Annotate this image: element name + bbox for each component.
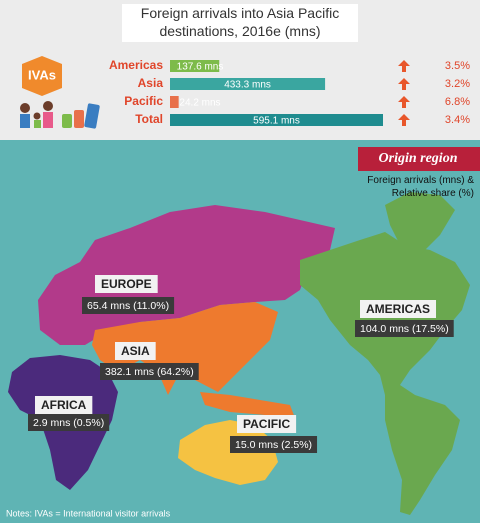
badge-shape xyxy=(22,56,62,96)
bar-label: 137.6 mns xyxy=(177,62,224,73)
growth: 3.4% xyxy=(445,114,470,126)
bar xyxy=(170,60,220,72)
region-asia xyxy=(92,302,278,395)
name-box xyxy=(237,415,297,433)
row-name: Pacific xyxy=(124,94,163,108)
up-arrow xyxy=(398,60,410,72)
region-value: 104.0 mns (17.5%) xyxy=(360,323,449,335)
region-name: AMERICAS xyxy=(366,302,430,316)
region-value: 65.4 mns (11.0%) xyxy=(87,300,169,312)
bar xyxy=(170,96,179,108)
growth: 3.5% xyxy=(445,60,470,72)
row-name: Asia xyxy=(138,76,164,90)
bar-label: 433.3 mns xyxy=(224,80,271,91)
name-box xyxy=(95,275,158,293)
region-name: EUROPE xyxy=(101,277,152,291)
growth: 6.8% xyxy=(445,96,470,108)
title: Foreign arrivals into Asia Pacific desti… xyxy=(122,4,358,42)
legend-banner xyxy=(358,147,480,171)
region-name: AFRICA xyxy=(41,398,87,412)
note: Notes: IVAs = International visitor arri… xyxy=(6,508,171,518)
legend-title: Origin region xyxy=(379,151,458,166)
region-greenland xyxy=(385,192,455,255)
legend-subtitle: Foreign arrivals (mns) & Relative share … xyxy=(367,175,474,199)
bar xyxy=(170,78,326,90)
region-label: EUROPE 65.4 mns (11.0%) xyxy=(82,275,175,314)
up-arrow xyxy=(398,114,410,126)
value-box xyxy=(28,414,110,431)
region-asia-islands xyxy=(200,392,295,418)
bar-label: 24.2 mns xyxy=(179,98,220,109)
region-value: 15.0 mns (2.5%) xyxy=(235,439,312,451)
people-icon xyxy=(20,101,100,129)
bar xyxy=(170,114,383,126)
row-name: Total xyxy=(135,112,163,126)
region-value: 382.1 mns (64.2%) xyxy=(105,366,194,378)
badge-text: IVAs xyxy=(28,67,56,82)
name-box xyxy=(115,342,156,360)
region-label: AMERICAS 104.0 mns (17.5%) xyxy=(355,300,454,337)
value-box xyxy=(355,320,454,337)
region-label: PACIFIC 15.0 mns (2.5%) xyxy=(230,415,318,453)
region-name: PACIFIC xyxy=(243,417,290,431)
value-box xyxy=(230,436,318,453)
region-name: ASIA xyxy=(121,344,150,358)
value-box xyxy=(100,363,199,380)
up-arrow xyxy=(398,96,410,108)
up-arrow xyxy=(398,78,410,90)
value-box xyxy=(82,297,175,314)
region-label: AFRICA 2.9 mns (0.5%) xyxy=(28,396,110,431)
name-box xyxy=(360,300,437,318)
region-label: ASIA 382.1 mns (64.2%) xyxy=(100,342,199,380)
bar-label: 595.1 mns xyxy=(253,116,300,127)
name-box xyxy=(35,396,93,414)
region-value: 2.9 mns (0.5%) xyxy=(33,417,104,429)
row-name: Americas xyxy=(109,58,163,72)
growth: 3.2% xyxy=(445,78,470,90)
